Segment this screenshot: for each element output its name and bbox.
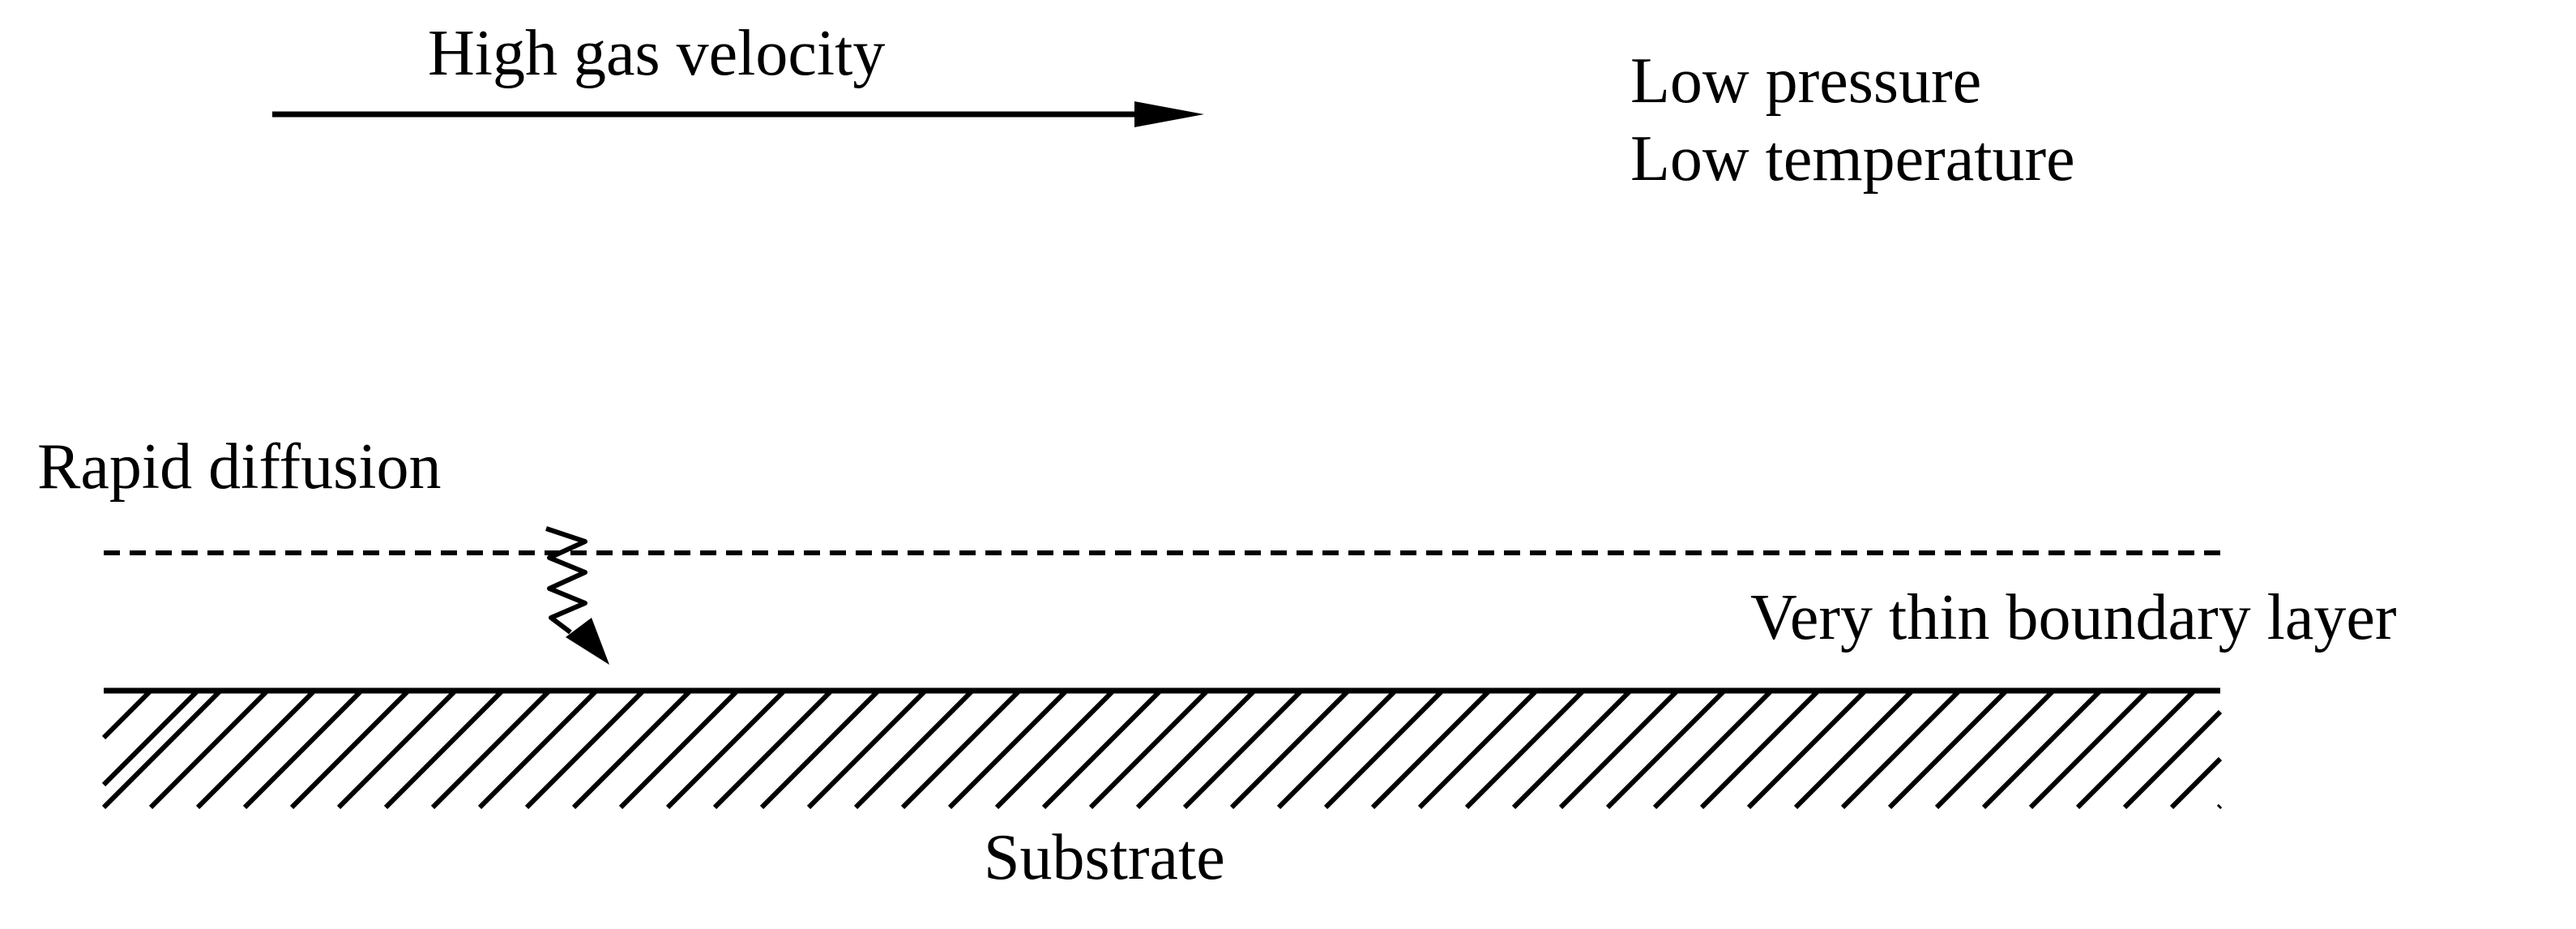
substrate-hatch-line bbox=[1323, 688, 1445, 810]
substrate-hatch-line bbox=[1605, 688, 1727, 810]
substrate-hatch-line bbox=[2216, 803, 2223, 810]
substrate-hatch-line bbox=[1229, 688, 1351, 810]
substrate-hatch-line bbox=[1652, 688, 1774, 810]
substrate-hatch-line bbox=[759, 688, 881, 810]
substrate-hatch-line bbox=[242, 688, 364, 810]
diffusion-wavy-path bbox=[545, 526, 587, 635]
substrate-hatch-line bbox=[1887, 688, 2009, 810]
substrate-hatch-line bbox=[524, 688, 646, 810]
substrate-hatch-line bbox=[1464, 688, 1586, 810]
substrate-hatch-line bbox=[712, 688, 834, 810]
substrate-hatch-line bbox=[430, 688, 552, 810]
substrate-hatch-line bbox=[1746, 688, 1868, 810]
substrate-hatch-line bbox=[289, 688, 411, 810]
gas-flow-arrow-head bbox=[1134, 101, 1204, 127]
substrate-hatch-line bbox=[383, 688, 505, 810]
substrate-hatch-line bbox=[336, 688, 458, 810]
substrate-hatch-line bbox=[1699, 688, 1821, 810]
boundary-layer-label: Very thin boundary layer bbox=[1750, 582, 2397, 653]
diffusion-arrow-head bbox=[566, 618, 609, 665]
substrate-hatch-line bbox=[571, 688, 693, 810]
substrate-hatch bbox=[101, 688, 2223, 810]
substrate-hatch-line bbox=[2075, 688, 2197, 810]
substrate-hatch-line bbox=[2028, 688, 2150, 810]
substrate-hatch-line bbox=[477, 688, 599, 810]
substrate-hatch-line bbox=[148, 688, 270, 810]
substrate-hatch-line bbox=[1840, 688, 1962, 810]
temperature-label: Low temperature bbox=[1630, 123, 2075, 195]
substrate-hatch-line bbox=[947, 688, 1069, 810]
substrate-hatch-line bbox=[101, 688, 200, 787]
substrate-hatch-line bbox=[101, 688, 153, 740]
substrate-hatch-line bbox=[101, 688, 223, 810]
substrate-hatch-line bbox=[900, 688, 1022, 810]
substrate-hatch-line bbox=[1370, 688, 1492, 810]
substrate-hatch-line bbox=[1041, 688, 1163, 810]
substrate-hatch-line bbox=[1088, 688, 1210, 810]
substrate-hatch-line bbox=[2169, 756, 2223, 810]
substrate-hatch-line bbox=[1417, 688, 1539, 810]
diffusion-arrow bbox=[545, 526, 609, 665]
gas-velocity-label: High gas velocity bbox=[428, 18, 886, 89]
diffusion-label: Rapid diffusion bbox=[37, 431, 442, 503]
substrate-hatch-line bbox=[1981, 688, 2103, 810]
substrate-hatch-line bbox=[1934, 688, 2056, 810]
substrate-hatch-line bbox=[806, 688, 928, 810]
gas-flow-arrow bbox=[272, 101, 1204, 127]
substrate-hatch-line bbox=[2122, 709, 2223, 810]
substrate-hatch-line bbox=[1558, 688, 1680, 810]
substrate-hatch-line bbox=[1182, 688, 1304, 810]
substrate-hatch-line bbox=[665, 688, 787, 810]
substrate-hatch-line bbox=[1135, 688, 1257, 810]
substrate-label: Substrate bbox=[984, 822, 1225, 893]
substrate-hatch-line bbox=[618, 688, 740, 810]
substrate-hatch-line bbox=[195, 688, 317, 810]
substrate-hatch-line bbox=[853, 688, 975, 810]
substrate-hatch-line bbox=[1793, 688, 1915, 810]
substrate-hatch-line bbox=[994, 688, 1116, 810]
substrate-hatch-line bbox=[1276, 688, 1398, 810]
pressure-label: Low pressure bbox=[1630, 45, 1982, 117]
substrate-hatch-line bbox=[1511, 688, 1633, 810]
